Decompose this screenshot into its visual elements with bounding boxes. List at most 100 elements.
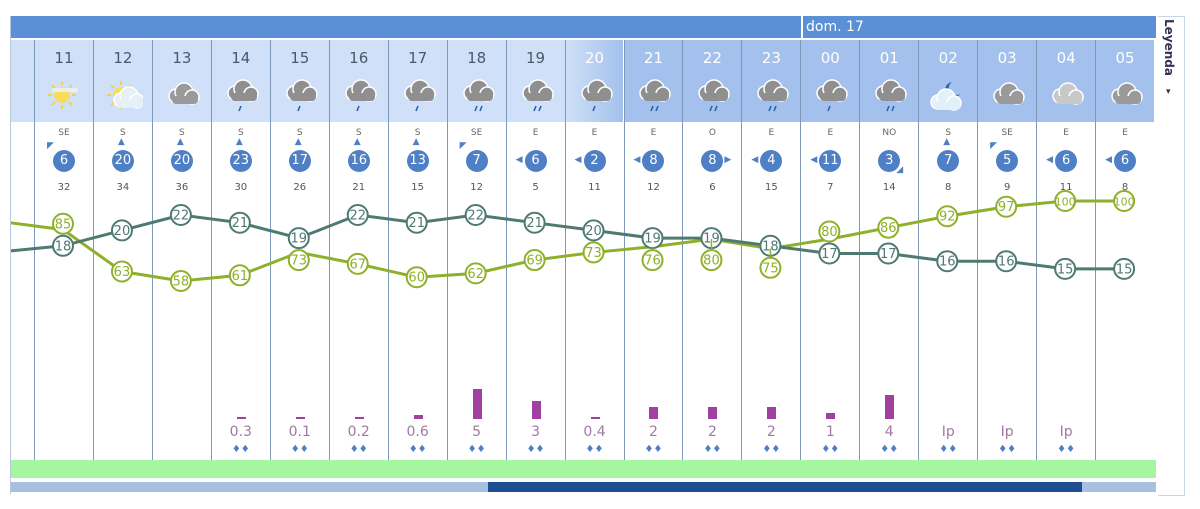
wind-arrow-icon: ◀ xyxy=(515,155,523,165)
day-label: dom. 17 xyxy=(801,16,864,38)
wind-speed: 7 xyxy=(472,153,481,168)
wind-arrow-icon: ◀ xyxy=(633,155,641,165)
humidity-marker xyxy=(52,212,74,235)
hour-column: 23 E 4 ◀ 15 2 ♦♦ xyxy=(741,40,801,478)
wind-speed: 6 xyxy=(1120,153,1130,168)
temperature-label: 21 xyxy=(232,216,249,231)
temperature-point: 21 xyxy=(405,211,428,234)
wind-speed-badge: 6 ◤ xyxy=(47,142,75,172)
temperature-label: 21 xyxy=(526,216,543,231)
hour-column: 12 S 20 ▲ 34 xyxy=(92,40,152,478)
humidity-label: 60 xyxy=(408,271,425,286)
wind-gust: 5 xyxy=(532,182,539,193)
wind-gust: 12 xyxy=(647,182,660,193)
humidity-label: 100 xyxy=(1055,196,1076,209)
humidity-point: 69 xyxy=(523,249,546,272)
hour-header: 12 xyxy=(93,40,152,122)
legend-tab[interactable]: Leyenda ▾ xyxy=(1158,16,1185,496)
hour-header: 04 xyxy=(1037,40,1096,122)
wind-arrow-icon: ▲ xyxy=(353,137,361,147)
sun-cloud-icon xyxy=(106,81,143,109)
humidity-marker xyxy=(228,264,251,287)
temperature-point: 15 xyxy=(1054,257,1077,280)
temperature-label: 20 xyxy=(585,224,602,239)
humidity-point: 61 xyxy=(228,264,251,287)
wind-direction: E xyxy=(1063,128,1069,138)
cloud-rain-icon xyxy=(816,79,849,112)
hour-header: 14 xyxy=(211,40,270,122)
hour-column: 01 NO 3 ◢ 14 4 ♦♦ xyxy=(859,40,919,478)
cloud-icon xyxy=(1111,82,1143,105)
rain-drops-icon: ♦♦ xyxy=(585,444,604,455)
rain-drops-icon: ♦♦ xyxy=(821,444,840,455)
hour-header: 23 xyxy=(742,40,801,122)
precip-bar xyxy=(295,417,305,419)
temperature-label: 16 xyxy=(998,255,1015,270)
hour-label: 12 xyxy=(113,49,133,67)
wind-gust: 14 xyxy=(882,182,896,193)
humidity-point: 97 xyxy=(995,195,1018,218)
rain-drops-icon: ♦♦ xyxy=(1057,444,1076,455)
humidity-label: 58 xyxy=(173,275,190,290)
hour-header: 13 xyxy=(152,40,211,122)
temperature-point: 18 xyxy=(759,234,782,257)
wind-speed: 4 xyxy=(767,153,776,168)
wind-direction: S xyxy=(179,128,185,138)
precip-value: 0.3 xyxy=(229,424,252,440)
precip-value: 4 xyxy=(884,424,894,440)
wind-gust: 36 xyxy=(175,182,189,193)
wind-gust: 12 xyxy=(470,182,483,193)
wind-arrow-icon: ◀ xyxy=(810,155,818,165)
temperature-marker xyxy=(523,211,546,234)
scrollbar-thumb[interactable] xyxy=(488,482,1082,492)
forecast-widget: dom. 17 11 SE 6 ◤ 32 12 S 20 ▲ 34 13 S 2… xyxy=(10,16,1156,494)
humidity-point: 85 xyxy=(52,212,74,235)
wind-speed: 5 xyxy=(1003,153,1012,168)
precip-bar xyxy=(590,416,600,419)
humidity-marker xyxy=(1113,190,1136,212)
hour-header: 01 xyxy=(860,40,919,122)
wind-gust: 11 xyxy=(1059,182,1073,193)
cloud-rain-icon xyxy=(227,79,259,112)
precip-value: 1 xyxy=(825,424,835,440)
wind-gust: 34 xyxy=(116,182,130,193)
wind-arrow-icon: ◀ xyxy=(751,155,759,165)
humidity-point: 76 xyxy=(641,246,664,272)
hour-label: 23 xyxy=(761,49,781,67)
wind-arrow-icon: ◢ xyxy=(896,165,904,175)
hour-column: 04 E 6 ◀ 11 Ip ♦♦ xyxy=(1036,40,1096,478)
rain-drops-icon: ♦♦ xyxy=(939,444,958,455)
temperature-marker xyxy=(1113,257,1136,280)
temperature-label: 21 xyxy=(408,216,425,231)
humidity-label: 100 xyxy=(1114,196,1135,209)
temperature-marker xyxy=(582,219,605,242)
wind-direction: SE xyxy=(1001,128,1013,138)
precip-value: Ip xyxy=(1000,424,1014,440)
temperature-point: 17 xyxy=(877,242,900,265)
humidity-marker xyxy=(582,241,605,264)
hour-label: 19 xyxy=(526,49,546,67)
wind-speed: 6 xyxy=(531,153,540,168)
temperature-label: 18 xyxy=(55,239,72,254)
wind-direction: O xyxy=(708,128,716,138)
wind-speed: 20 xyxy=(173,153,191,168)
precip-value: 0.2 xyxy=(347,424,370,440)
humidity-point: 67 xyxy=(346,252,369,275)
horizontal-scrollbar[interactable] xyxy=(11,482,1156,492)
hour-column: 22 O 8 ▶ 6 2 ♦♦ xyxy=(682,40,742,478)
humidity-label: 80 xyxy=(703,254,720,269)
humidity-point: 62 xyxy=(464,262,487,285)
precip-value: Ip xyxy=(941,424,955,440)
humidity-marker xyxy=(700,249,723,272)
wind-speed-badge: 3 ◢ xyxy=(878,150,904,175)
wind-direction: E xyxy=(532,128,539,138)
temperature-label: 16 xyxy=(939,255,956,270)
wind-speed: 8 xyxy=(649,153,658,168)
wind-speed-badge: 5 ◤ xyxy=(990,142,1019,172)
wind-direction: E xyxy=(768,128,775,138)
wind-arrow-icon: ▲ xyxy=(235,137,243,147)
wind-direction: S xyxy=(120,128,126,138)
wind-speed: 23 xyxy=(232,153,250,168)
wind-arrow-icon: ◀ xyxy=(574,155,582,165)
wind-direction: E xyxy=(650,128,657,138)
